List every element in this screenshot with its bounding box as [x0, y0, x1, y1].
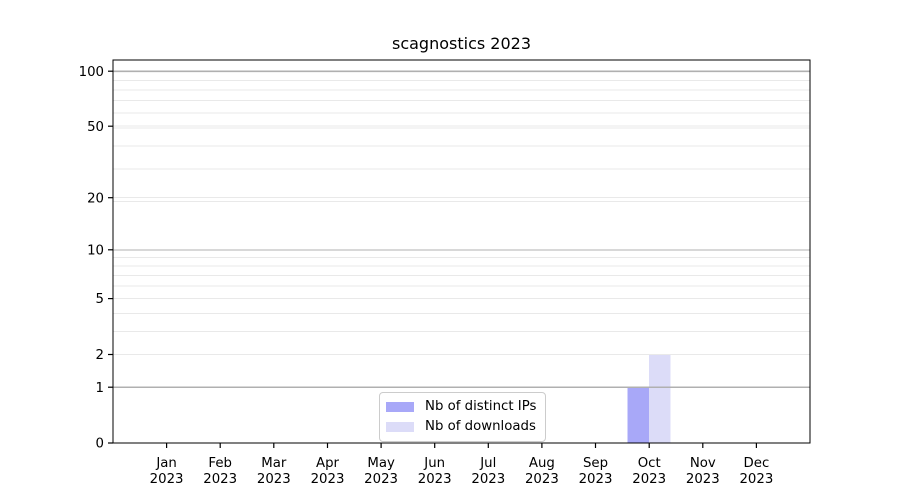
- x-tick-year-apr: 2023: [311, 472, 345, 487]
- legend-label-distinct-ips: Nb of distinct IPs: [425, 399, 537, 414]
- legend-swatch-downloads: [386, 421, 414, 432]
- x-tick-year-jun: 2023: [418, 472, 452, 487]
- x-tick-label-jan: Jan: [155, 456, 177, 471]
- x-tick-label-jul: Jul: [479, 456, 496, 471]
- y-tick-label-0: 0: [96, 437, 104, 452]
- x-tick-year-aug: 2023: [525, 472, 559, 487]
- x-tick-year-dec: 2023: [739, 472, 773, 487]
- plot-border: [112, 59, 811, 444]
- x-tick-label-sep: Sep: [583, 456, 608, 471]
- bar-oct-nb-of-distinct-ips: [627, 387, 650, 443]
- x-tick-label-aug: Aug: [529, 456, 555, 471]
- y-tick-label-50: 50: [87, 120, 104, 135]
- y-tick-label-100: 100: [79, 65, 104, 80]
- x-tick-year-mar: 2023: [257, 472, 291, 487]
- x-tick-label-dec: Dec: [744, 456, 770, 471]
- x-tick-label-may: May: [367, 456, 395, 471]
- x-tick-year-jul: 2023: [471, 472, 505, 487]
- x-tick-year-may: 2023: [364, 472, 398, 487]
- x-tick-label-mar: Mar: [261, 456, 287, 471]
- x-tick-year-sep: 2023: [579, 472, 613, 487]
- legend: Nb of distinct IPs Nb of downloads: [379, 392, 547, 442]
- x-tick-label-jun: Jun: [423, 456, 445, 471]
- y-tick-label-10: 10: [87, 243, 104, 258]
- legend-label-downloads: Nb of downloads: [425, 419, 536, 434]
- x-tick-label-nov: Nov: [690, 456, 716, 471]
- y-tick-label-2: 2: [96, 348, 104, 363]
- x-tick-year-nov: 2023: [686, 472, 720, 487]
- x-tick-year-jan: 2023: [150, 472, 184, 487]
- x-tick-label-feb: Feb: [208, 456, 232, 471]
- legend-swatch-distinct-ips: [386, 401, 414, 412]
- y-tick-label-20: 20: [87, 191, 104, 206]
- legend-item-distinct-ips: Nb of distinct IPs: [386, 398, 536, 415]
- y-tick-label-1: 1: [96, 381, 104, 396]
- bar-oct-nb-of-downloads: [649, 354, 671, 443]
- y-tick-label-5: 5: [96, 292, 104, 307]
- chart-title: scagnostics 2023: [391, 34, 531, 53]
- x-tick-year-oct: 2023: [632, 472, 666, 487]
- x-tick-label-apr: Apr: [316, 456, 340, 471]
- x-tick-year-feb: 2023: [203, 472, 237, 487]
- legend-item-downloads: Nb of downloads: [386, 418, 536, 435]
- x-tick-label-oct: Oct: [638, 456, 661, 471]
